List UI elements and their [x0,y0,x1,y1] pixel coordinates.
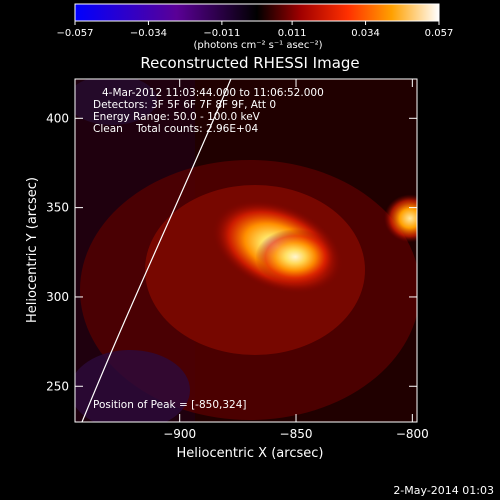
colorbar-tick-label: 0.057 [425,28,454,39]
emission-sources [212,194,417,294]
colorbar-tick-label: −0.057 [56,28,93,39]
colorbar-tick-label: −0.011 [203,28,240,39]
y-tick-label: 400 [46,111,69,125]
peak-position-text: Position of Peak = [-850,324] [93,399,247,411]
time-range-text: 4-Mar-2012 11:03:44.000 to 11:06:52.000 [102,87,324,99]
x-tick-label: −800 [396,427,429,441]
y-tick-label: 300 [46,290,69,304]
main-source-extension [255,228,336,285]
x-tick-label: −900 [163,427,196,441]
colorbar-tick-label: 0.034 [351,28,380,39]
clean-counts-text: Clean Total counts: 2.96E+04 [93,123,258,135]
x-axis-label: Heliocentric X (arcsec) [177,446,324,461]
colorbar-label: (photons cm⁻² s⁻¹ asec⁻²) [193,40,322,51]
chart-title: Reconstructed RHESSI Image [140,54,359,72]
image-area [75,79,417,422]
plot-frame [74,78,418,423]
x-tick-label: −850 [280,427,313,441]
y-tick-label: 250 [46,379,69,393]
y-tick-label: 350 [46,201,69,215]
x-axis-ticks: −900 −850 −800 [163,79,429,441]
colorbar-tick-label: 0.011 [278,28,307,39]
solar-limb-line [81,79,232,422]
detectors-text: Detectors: 3F 5F 6F 7F 8F 9F, Att 0 [93,99,276,111]
y-axis-ticks: 250 300 350 400 [46,111,417,393]
negative-region-top [75,79,157,125]
y-axis-label: Heliocentric Y (arcsec) [25,177,40,323]
date-stamp: 2-May-2014 01:03 [393,484,494,497]
colorbar [74,3,440,22]
energy-range-text: Energy Range: 50.0 - 100.0 keV [93,111,261,123]
colorbar-tick-label: −0.034 [130,28,167,39]
negative-region [75,350,190,422]
secondary-source [384,194,417,243]
colorbar-ticks: −0.057 −0.034 −0.011 0.011 0.034 0.057 [56,21,453,39]
